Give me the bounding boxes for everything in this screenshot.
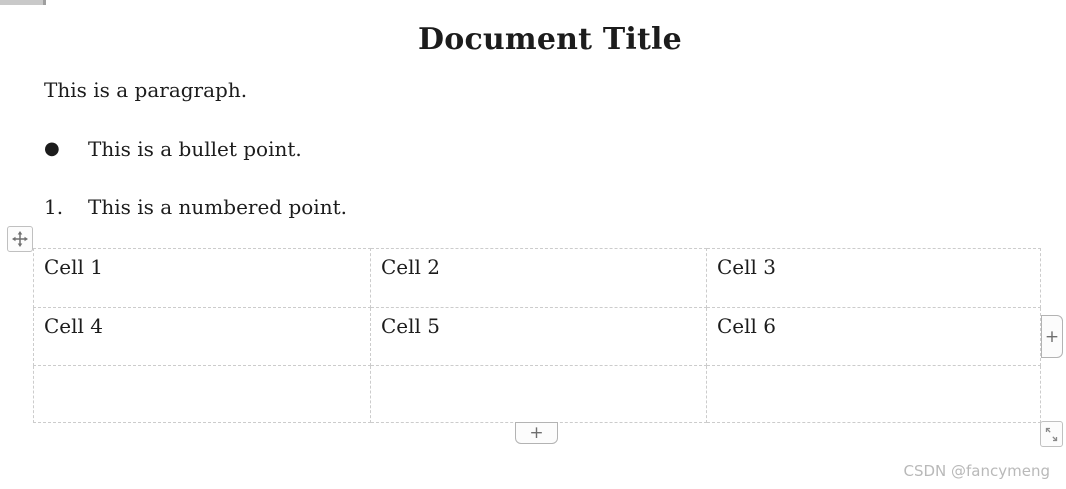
table-cell[interactable]: Cell 1 xyxy=(33,248,371,308)
plus-icon: + xyxy=(529,423,544,443)
move-icon xyxy=(12,231,28,247)
table-row: Cell 4 Cell 5 Cell 6 xyxy=(33,307,1041,366)
table-move-handle[interactable] xyxy=(7,226,33,252)
table-cell[interactable] xyxy=(370,365,707,423)
diagonal-resize-icon xyxy=(1044,426,1059,443)
plus-icon: + xyxy=(1044,326,1060,347)
table-cell[interactable]: Cell 4 xyxy=(33,307,371,366)
table-row: Cell 1 Cell 2 Cell 3 xyxy=(33,248,1041,308)
numbered-list-item: 1. This is a numbered point. xyxy=(44,194,347,220)
paragraph-text: This is a paragraph. xyxy=(44,78,248,102)
table-cell[interactable] xyxy=(33,365,371,423)
table-row xyxy=(33,365,1041,423)
bullet-item-text: This is a bullet point. xyxy=(88,137,302,161)
page-title: Document Title xyxy=(418,22,682,58)
scrollbar-cap xyxy=(43,0,46,5)
bullet-marker: ● xyxy=(44,138,60,159)
table-cell[interactable]: Cell 6 xyxy=(706,307,1041,366)
document-table: Cell 1 Cell 2 Cell 3 Cell 4 Cell 5 Cell … xyxy=(33,248,1041,423)
add-column-button[interactable]: + xyxy=(1041,315,1063,358)
numbered-item-text: This is a numbered point. xyxy=(88,195,347,219)
watermark-text: CSDN @fancymeng xyxy=(903,462,1050,480)
table-cell[interactable]: Cell 3 xyxy=(706,248,1041,308)
bullet-list-item: ● This is a bullet point. xyxy=(44,136,302,162)
table-cell[interactable] xyxy=(706,365,1041,423)
table-resize-handle[interactable] xyxy=(1040,421,1063,447)
add-row-button[interactable]: + xyxy=(515,422,558,444)
table-cell[interactable]: Cell 5 xyxy=(370,307,707,366)
number-marker: 1. xyxy=(44,195,64,219)
table-cell[interactable]: Cell 2 xyxy=(370,248,707,308)
scrollbar-fragment[interactable] xyxy=(0,0,46,5)
